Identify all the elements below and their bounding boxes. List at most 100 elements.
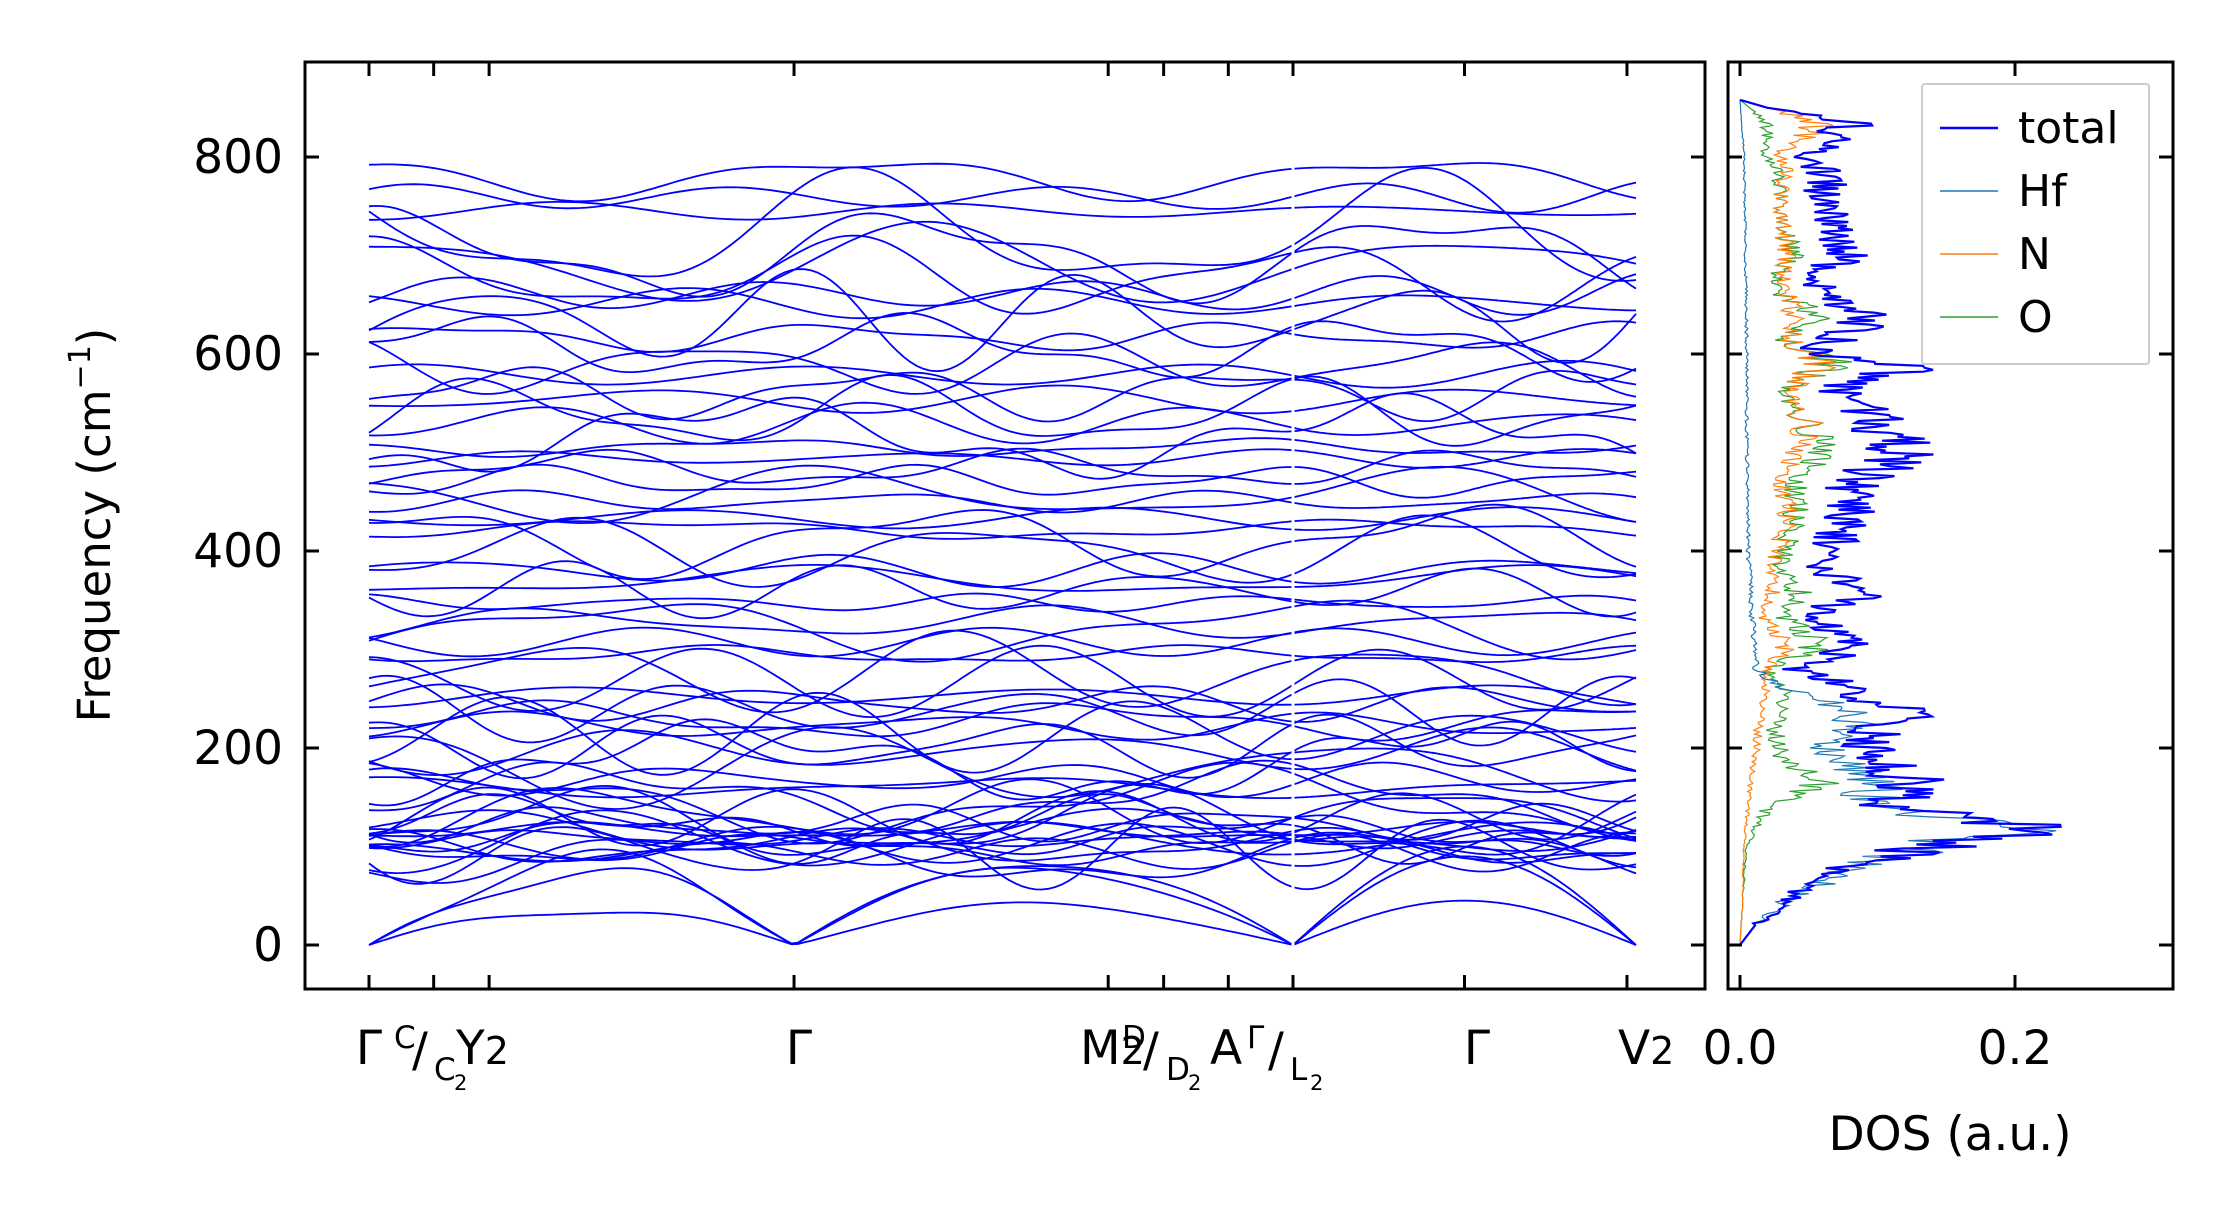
optical-band-b-13 bbox=[1292, 802, 1637, 841]
kpoint-label-v2: V2 bbox=[1618, 1021, 1674, 1076]
optical-band-48 bbox=[368, 448, 1294, 468]
optical-band-b-50 bbox=[1292, 392, 1637, 455]
legend: total Hf NO bbox=[1921, 83, 2150, 365]
optical-band-58 bbox=[368, 321, 1294, 353]
optical-band-15 bbox=[368, 778, 1294, 848]
optical-band-b-35 bbox=[1292, 611, 1637, 635]
dos-x-tick-label-1: 0.2 bbox=[1978, 1021, 2053, 1076]
optical-band-b-42 bbox=[1292, 518, 1637, 537]
optical-band-b-39 bbox=[1292, 559, 1637, 585]
y-tick-label-0: 0 bbox=[253, 918, 283, 973]
optical-band-b-40 bbox=[1292, 514, 1637, 579]
dos-series-total bbox=[1739, 98, 2062, 946]
optical-band-b-52 bbox=[1292, 375, 1637, 447]
optical-band-b-49 bbox=[1292, 438, 1637, 454]
optical-band-11 bbox=[368, 793, 1294, 865]
optical-band-65 bbox=[368, 166, 1294, 278]
optical-band-29 bbox=[368, 686, 1293, 709]
optical-band-b-14 bbox=[1292, 792, 1637, 841]
optical-band-b-1 bbox=[1292, 832, 1637, 873]
optical-band-b-58 bbox=[1292, 320, 1637, 349]
dos-curves bbox=[1739, 98, 2062, 946]
dos-series-N bbox=[1739, 99, 1838, 946]
dos-axes-frame bbox=[1726, 60, 2175, 991]
kpoint-label-l-bottom: L bbox=[1290, 1052, 1308, 1088]
optical-band-b-33 bbox=[1292, 627, 1637, 657]
y-tick-label-800: 800 bbox=[193, 130, 283, 185]
optical-band-b-47 bbox=[1293, 449, 1637, 485]
kpoint-label-c-bottom: C bbox=[434, 1052, 456, 1088]
kpoint-label-c-slash: / bbox=[412, 1023, 428, 1078]
band-axes-frame bbox=[303, 60, 1707, 991]
kpoint-label-gamma-top: Γ bbox=[1247, 1020, 1265, 1056]
optical-band-b-67 bbox=[1292, 181, 1637, 214]
acoustic-band-1 bbox=[368, 866, 1294, 946]
dos-x-axis-label: DOS (a.u.) bbox=[1828, 1107, 2071, 1162]
optical-band-64 bbox=[368, 204, 1294, 305]
optical-band-b-25 bbox=[1292, 711, 1637, 734]
phonon-bands bbox=[368, 162, 1637, 946]
optical-band-b-28 bbox=[1292, 686, 1637, 723]
legend-label-O: O bbox=[2018, 292, 2053, 343]
optical-band-30 bbox=[368, 644, 1294, 719]
optical-band-b-56 bbox=[1292, 341, 1637, 398]
acoustic-band-0 bbox=[368, 901, 1294, 946]
optical-band-b-43 bbox=[1292, 506, 1637, 531]
optical-band-18 bbox=[368, 776, 1294, 799]
legend-label-Hf: Hf bbox=[2018, 166, 2068, 217]
kpoint-label-y2: Y2 bbox=[455, 1021, 509, 1076]
optical-band-1 bbox=[368, 837, 1294, 870]
optical-band-22 bbox=[368, 729, 1294, 777]
kpoint-label-gamma-3: Γ bbox=[1464, 1021, 1490, 1076]
legend-label-total: total bbox=[2018, 103, 2119, 154]
optical-band-b-45 bbox=[1292, 465, 1637, 523]
optical-band-b-34 bbox=[1292, 599, 1637, 661]
optical-band-b-20 bbox=[1292, 747, 1637, 803]
optical-band-26 bbox=[368, 699, 1294, 738]
optical-band-40 bbox=[368, 516, 1294, 588]
optical-band-b-68 bbox=[1292, 162, 1637, 199]
optical-band-b-36 bbox=[1292, 594, 1637, 608]
kpoint-label-a: A bbox=[1210, 1021, 1242, 1076]
optical-band-3 bbox=[368, 833, 1294, 867]
kpoint-label-d-bottom: D bbox=[1166, 1052, 1190, 1088]
optical-band-b-61 bbox=[1292, 273, 1637, 316]
kpoint-label-l-bottom-sub: 2 bbox=[1310, 1071, 1323, 1095]
optical-band-21 bbox=[368, 718, 1294, 807]
optical-band-b-57 bbox=[1292, 320, 1637, 383]
optical-band-b-62 bbox=[1292, 246, 1637, 323]
acoustic-band-b-0 bbox=[1292, 899, 1637, 946]
kpoint-label-m2: M2 bbox=[1080, 1021, 1145, 1076]
optical-band-62 bbox=[368, 234, 1294, 315]
optical-band-b-53 bbox=[1292, 388, 1637, 412]
optical-band-b-24 bbox=[1293, 714, 1637, 761]
optical-band-b-63 bbox=[1292, 244, 1637, 270]
kpoint-label-v: V bbox=[1618, 1021, 1650, 1076]
kpoint-labels: Γ C / C 2 Y2 Γ M2 D / D 2 A Γ / L 2 Γ V2 bbox=[356, 1020, 1674, 1095]
optical-band-66 bbox=[369, 201, 1294, 221]
kpoint-label-l-slash: / bbox=[1268, 1023, 1284, 1078]
optical-band-43 bbox=[368, 506, 1294, 531]
optical-band-17 bbox=[368, 759, 1294, 834]
optical-band-b-23 bbox=[1292, 713, 1637, 768]
kpoint-label-v-sub: 2 bbox=[1650, 1029, 1674, 1073]
optical-band-51 bbox=[368, 401, 1294, 445]
y-tick-label-400: 400 bbox=[193, 524, 283, 579]
optical-band-b-18 bbox=[1292, 779, 1637, 799]
optical-band-32 bbox=[368, 644, 1294, 663]
kpoint-label-c-top: C bbox=[394, 1020, 416, 1056]
kpoint-label-y-sub: 2 bbox=[485, 1029, 509, 1073]
band-x-ticks bbox=[367, 62, 1629, 989]
optical-band-b-11 bbox=[1292, 816, 1637, 865]
optical-band-b-41 bbox=[1292, 503, 1637, 568]
optical-band-b-46 bbox=[1293, 466, 1637, 499]
optical-band-b-22 bbox=[1292, 726, 1637, 772]
optical-band-b-65 bbox=[1292, 167, 1637, 282]
optical-band-33 bbox=[368, 626, 1294, 658]
kpoint-label-d-slash: / bbox=[1143, 1023, 1159, 1078]
band-y-ticks: 0 200 400 600 800 bbox=[193, 130, 1705, 973]
y-axis-label: Frequency (cm−1) bbox=[63, 328, 121, 723]
optical-band-52 bbox=[368, 374, 1294, 442]
acoustic-band-b-1 bbox=[1292, 855, 1637, 946]
